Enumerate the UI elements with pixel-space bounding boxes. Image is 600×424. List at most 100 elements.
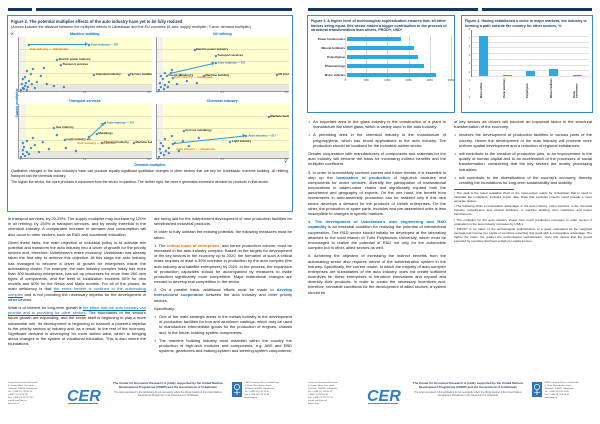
paragraph: 5. Achieving the objective of increasing…: [308, 253, 446, 295]
text-run: and is not providing the necessary impet…: [8, 291, 146, 302]
text-run: are being laid for the independent devel…: [154, 216, 292, 227]
corner-y-label: Y: [284, 159, 287, 165]
paragraph: of key sectors as drivers will become an…: [454, 119, 592, 129]
plot-gridline: [19, 128, 152, 129]
inline-link[interactable]: the entire benefit is confined to the au…: [8, 286, 146, 297]
plot-gridline: [429, 34, 431, 80]
uz-point-label: Auto industry — Uzbekistan: [29, 46, 69, 51]
paragraph: 4. The development of Uzbekistan's own e…: [308, 219, 446, 250]
text-line: www.undp.uz: [544, 396, 558, 399]
tick-label: 5000: [363, 79, 369, 82]
text-run: in transport services, by 20-25%. The su…: [8, 216, 146, 237]
scatter-point: [47, 147, 51, 150]
text-line: e-mail: info@cer.uz: [308, 399, 327, 402]
tick-label: 0: [468, 97, 470, 100]
footnote: ⁴ PRODY is an index of the technological…: [454, 227, 592, 244]
cer-logo: CER: [64, 382, 104, 408]
paragraph: Specifically:: [154, 306, 292, 311]
plot-gridline: [472, 35, 589, 37]
plot-band: [19, 104, 26, 159]
point-label: Machine building: [270, 114, 289, 119]
undp-address: UNDP Country Office in Uzbekistan 4, Tara…: [245, 382, 279, 400]
scatter-point: [168, 146, 171, 149]
scatter-point: [45, 82, 48, 85]
tick-label: 0: [20, 92, 22, 95]
plot-gridline: [451, 34, 452, 80]
inline-emphasis: localization of production: [336, 174, 391, 180]
scatter-point: [31, 67, 35, 70]
point-label: Light industry: [231, 138, 252, 143]
text-line: Tashkent, 100070, Uzbekistan: [8, 387, 38, 390]
tick-label: 0,1: [220, 92, 224, 95]
eu-point-label: Auto industry — EU: [248, 133, 276, 138]
undp-logo: [532, 382, 542, 397]
point-label: Chemical industry: [103, 140, 129, 145]
plot-band: [19, 83, 152, 92]
text-run: of key sectors as drivers will become an…: [454, 119, 592, 130]
plot-band: [156, 83, 289, 92]
plot-gridline: [472, 64, 589, 66]
footer-note-primary: The Center for Economic Research is join…: [412, 381, 524, 389]
text-run: will contribute to the diversification o…: [459, 174, 592, 185]
arrow-head-icon: [85, 42, 89, 47]
tick-label: 15000: [405, 79, 412, 82]
bar: [479, 35, 489, 77]
scatter-point: [25, 69, 28, 72]
figure-4-box: Figure 4. Having established a niche in …: [461, 15, 593, 113]
point-label: Ferrous metallurgy: [130, 71, 151, 76]
point-label: Gas industry: [55, 125, 74, 130]
text-run: , and hence production volume, must be i…: [154, 242, 292, 285]
header-rule: [8, 8, 32, 11]
paragraph: Given these facts, the main objective of…: [8, 240, 146, 302]
text-line: Tashkent, 100029, Uzbekistan: [244, 387, 274, 390]
bullet-item: A promising area in the chemical industr…: [308, 132, 447, 148]
panel-xticks: 0 0,1 0,2: [18, 92, 152, 96]
undp-block: UNDP Country Office in Uzbekistan 4, Tara…: [232, 382, 292, 400]
footnote: ¹ The data is the latest available chart…: [454, 191, 592, 203]
bar-label: Power transformers: [572, 83, 579, 99]
text-line: Tel.: (+998 78) 120 34 50: [244, 390, 269, 393]
cer-logo: CER: [364, 382, 404, 408]
text-run: of high-tech modules and components for …: [308, 174, 446, 216]
text-line: 4, Taras Shevchenko street,: [544, 384, 572, 387]
text-line: Fax: (+998 71) 252 57 34: [8, 396, 33, 399]
tick-label: 0,2: [284, 159, 288, 162]
bar-track: [347, 44, 451, 53]
body-columns: An important area in the glass industry …: [308, 119, 592, 380]
figure-4-chart: 8 7 6 5 4 3 2 1 0 Motor vehicle Power machinery Po…: [465, 29, 589, 100]
bar-label: Power transformers: [317, 36, 345, 41]
plot-gridline: [156, 116, 289, 117]
point-label: Electric power industry: [58, 57, 91, 62]
inline-emphasis: critical mass of enterprises: [166, 242, 220, 248]
tick-label: 0: [344, 79, 346, 82]
body-column: are being laid for the independent devel…: [154, 216, 292, 380]
plot-gridline: [19, 116, 152, 117]
text-run: between the auto industry and other prio…: [154, 292, 292, 303]
bar-row: Power transformers: [311, 35, 451, 44]
figure-3-xaxis: 0 5000 10000 15000 20000 25000: [344, 79, 454, 85]
text-run: A promising area in the chemical industr…: [313, 132, 446, 148]
bullet-item: will contribute to the creation of produ…: [454, 151, 593, 172]
point-label: Light industry etc.: [66, 137, 92, 142]
panel: Transport services0,40,30,20,1Gas indust…: [18, 98, 152, 163]
header-rule: [482, 8, 592, 11]
text-run: . The boundaries of the sector's future …: [8, 310, 146, 347]
tick-label: 4: [468, 63, 470, 66]
scatter-point: [42, 66, 46, 70]
text-run: is an essential condition for realizing …: [308, 224, 446, 251]
point-label: Chemical industry: [168, 73, 194, 78]
bar-label: Power machinery: [503, 78, 507, 99]
bar: [347, 72, 437, 78]
text-run: In order to fully unleash the existing p…: [154, 229, 292, 240]
inline-link[interactable]: the effect that the auto industry can pr…: [8, 305, 146, 316]
undp-logo: [232, 382, 242, 397]
footnote: ² The following show a comparative advan…: [454, 204, 592, 217]
tick-label: 0,1: [83, 159, 87, 162]
bar-label: Polyethylene: [526, 83, 530, 99]
scatter-point: [168, 80, 171, 83]
plot-band: [19, 37, 26, 92]
tick-label: 0,2: [284, 92, 288, 95]
plot-band: [156, 37, 164, 92]
arrow-head-icon: [242, 133, 246, 138]
text-run: Greater cooperation with manufacturers o…: [308, 150, 446, 167]
